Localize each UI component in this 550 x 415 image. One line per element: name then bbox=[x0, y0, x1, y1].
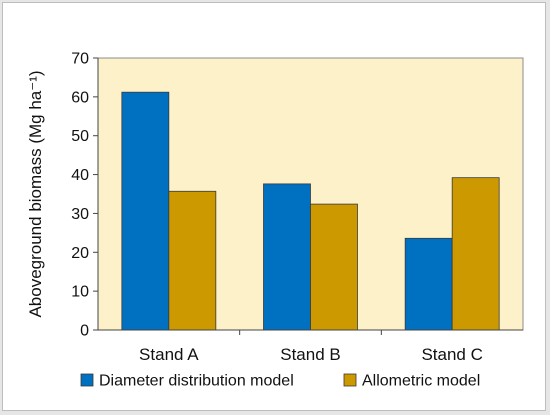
bar-allometric-3 bbox=[451, 177, 500, 331]
y-tick-label: 30 bbox=[71, 206, 89, 223]
y-tick-label: 50 bbox=[71, 128, 89, 145]
x-category-label: Stand C bbox=[421, 345, 482, 364]
legend-label: Allometric model bbox=[362, 373, 480, 390]
bar-diameter-2 bbox=[263, 183, 311, 331]
y-tick-label: 0 bbox=[80, 323, 89, 340]
bars bbox=[121, 91, 500, 331]
y-tick-label: 20 bbox=[71, 245, 89, 262]
legend-swatch bbox=[343, 373, 357, 387]
bar-allometric-2 bbox=[310, 203, 358, 331]
bar-chart: 0 10 20 30 40 50 60 70 Stand A Stand B Stand C Ab… bbox=[26, 51, 524, 390]
x-category-label: Stand A bbox=[139, 345, 199, 364]
y-tick-label: 40 bbox=[71, 167, 89, 184]
y-tick-label: 60 bbox=[71, 89, 89, 106]
x-axis-labels: Stand A Stand B Stand C bbox=[139, 330, 483, 364]
legend: Diameter distribution model Allometric mo… bbox=[80, 373, 480, 390]
y-axis-title: Aboveground biomass (Mg ha⁻¹) bbox=[26, 70, 45, 317]
y-tick-label: 70 bbox=[71, 51, 89, 68]
bar-diameter-3 bbox=[404, 237, 453, 331]
legend-label: Diameter distribution model bbox=[99, 373, 294, 390]
y-axis-ticks: 0 10 20 30 40 50 60 70 bbox=[71, 51, 98, 340]
bar-allometric-1 bbox=[168, 190, 217, 331]
x-category-label: Stand B bbox=[280, 345, 341, 364]
legend-swatch bbox=[80, 373, 94, 387]
bar-diameter-1 bbox=[121, 91, 170, 331]
y-tick-label: 10 bbox=[71, 284, 89, 301]
chart-card: 0 10 20 30 40 50 60 70 Stand A Stand B Stand C Ab… bbox=[2, 2, 546, 411]
